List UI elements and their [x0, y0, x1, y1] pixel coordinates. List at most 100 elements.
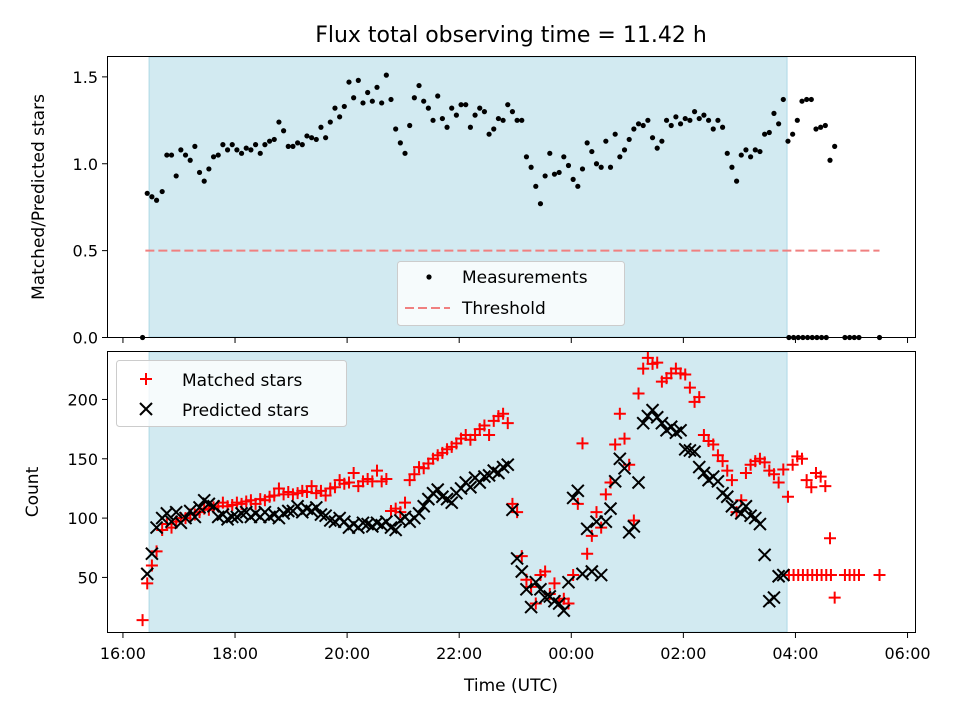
measurement-point [691, 109, 698, 115]
predicted-star-point [533, 582, 548, 596]
matched-star-point [721, 464, 734, 477]
matched-star-point [567, 569, 580, 582]
measurement-point [696, 115, 702, 122]
matched-star-point [305, 480, 318, 493]
measurement-point [794, 117, 800, 123]
measurement-point [523, 154, 530, 160]
measurement-point [719, 124, 726, 130]
measurement-point [266, 138, 273, 144]
measurement-point [617, 154, 623, 160]
measurement-point [654, 145, 660, 151]
measurement-point [762, 131, 768, 137]
measurement-point [467, 124, 474, 130]
bottom-x-tick-label: 06:00 [884, 644, 930, 663]
bottom-y-tick-label: 200 [67, 390, 98, 409]
predicted-star-point [636, 416, 650, 430]
measurement-point [556, 169, 562, 176]
predicted-star-point [281, 504, 295, 518]
predicted-star-point [445, 495, 459, 510]
measurement-point [327, 119, 333, 125]
top-y-tick-label: 0.0 [73, 329, 98, 348]
measurement-point [748, 154, 754, 160]
predicted-star-point [538, 590, 552, 605]
matched-star-point [852, 569, 865, 582]
measurement-point [659, 138, 665, 144]
bottom-y-ticks: 50 100 150 200 [67, 390, 108, 587]
measurement-point [159, 188, 165, 195]
measurement-point [584, 140, 590, 146]
measurement-point [346, 79, 352, 85]
matched-star-point [828, 591, 841, 604]
predicted-star-point [631, 475, 646, 490]
matched-star-point [618, 432, 631, 445]
measurement-point [663, 117, 670, 123]
measurement-point [570, 176, 576, 182]
measurement-point [575, 183, 581, 189]
measurement-point [280, 128, 287, 134]
matched-star-point [824, 532, 837, 545]
bottom-legend: Matched stars Predicted stars [116, 360, 347, 427]
measurement-point [252, 142, 259, 148]
legend-matched-marker [140, 373, 152, 385]
measurement-point [397, 140, 403, 146]
measurement-point [318, 124, 324, 130]
matched-star-point [478, 419, 491, 432]
matched-star-point [613, 407, 626, 420]
measurement-point [351, 95, 357, 101]
measurement-point [799, 98, 805, 104]
measurement-point [192, 143, 198, 149]
predicted-star-point [608, 474, 622, 489]
predicted-star-point [561, 575, 576, 589]
bottom-panel: 50 100 150 200 16:00 18:00 20:00 22:00 00:00 02:… [23, 351, 931, 696]
measurement-point [668, 122, 674, 129]
matched-star-point [679, 368, 692, 381]
predicted-star-point [416, 499, 431, 513]
measurement-point [365, 89, 371, 96]
matched-star-point [781, 490, 794, 503]
predicted-star-point [571, 484, 585, 498]
matched-star-point [814, 470, 827, 483]
bottom-x-axis-label: Time (UTC) [463, 676, 558, 696]
predicted-star-point [757, 548, 772, 562]
measurement-point [790, 131, 796, 137]
matched-star-point [632, 387, 645, 400]
measurement-point [533, 183, 539, 189]
measurement-point [425, 105, 431, 111]
matched-star-point [141, 577, 154, 590]
measurement-point [743, 147, 749, 153]
matched-star-point [800, 474, 813, 487]
matched-star-point [399, 496, 412, 509]
measurement-point [603, 138, 609, 144]
bottom-x-tick-label: 20:00 [324, 644, 370, 663]
measurement-point [593, 161, 600, 167]
measurement-point [332, 105, 338, 111]
legend-measurements-label: Measurements [462, 268, 588, 288]
measurement-point [309, 135, 315, 141]
measurement-point [607, 164, 614, 170]
matched-star-point [805, 481, 818, 494]
measurement-point [565, 162, 572, 169]
measurement-point [238, 150, 245, 156]
measurement-point [715, 117, 721, 123]
bottom-x-tick-label: 16:00 [100, 644, 146, 663]
matched-star-point [511, 506, 524, 519]
matched-star-point [716, 455, 729, 468]
measurement-point [813, 126, 819, 132]
measurement-point [379, 100, 385, 106]
top-y-axis-label: Matched/Predicted stars [29, 94, 49, 300]
matched-star-point [599, 488, 612, 501]
measurement-point [262, 142, 268, 148]
top-panel: 0.0 0.5 1.0 1.5 Matched/Predicted stars Mea… [29, 56, 916, 348]
predicted-star-point [720, 490, 734, 504]
measurement-point [337, 114, 343, 120]
measurement-point [677, 121, 684, 127]
measurement-point [710, 126, 716, 132]
matched-star-point [548, 577, 561, 590]
measurement-point [416, 82, 422, 89]
matched-star-point [651, 356, 664, 369]
matched-star-point [342, 476, 355, 489]
measurement-point [547, 150, 553, 156]
measurement-point [153, 197, 160, 203]
measurement-point [402, 150, 408, 156]
matched-star-point [824, 569, 837, 582]
